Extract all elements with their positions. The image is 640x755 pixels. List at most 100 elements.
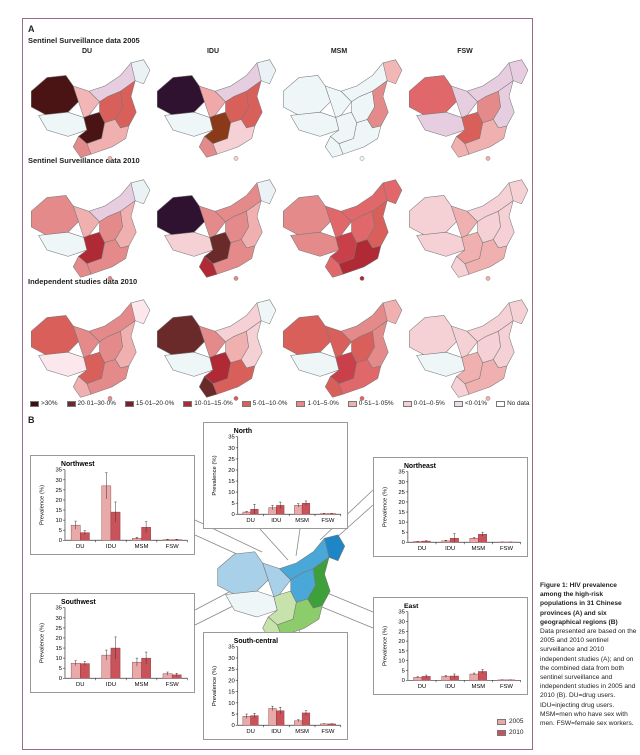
row-title-1: Sentinel Surveillance data 2005	[28, 36, 140, 45]
province-region	[164, 111, 214, 137]
legend-label: <0·01%	[464, 400, 488, 407]
col-head-fsw: FSW	[457, 48, 473, 55]
hainan-region	[233, 156, 239, 161]
y-tick-label: 35	[228, 435, 235, 441]
province-region	[164, 351, 214, 377]
y-tick-label: 20	[228, 678, 235, 684]
legend-item: 0·51–1·05%	[347, 400, 394, 407]
y-axis-label: Prevalence (%)	[39, 623, 45, 663]
legend-item: <0·01%	[453, 400, 488, 407]
province-region	[198, 255, 218, 278]
legend-swatch	[183, 400, 193, 407]
legend-item: 5·01–10·0%	[241, 400, 288, 407]
province-region	[382, 299, 403, 325]
hainan-region	[107, 396, 113, 401]
map-du-row2	[26, 172, 152, 284]
x-tick-label: DU	[418, 684, 426, 690]
figure-caption: Figure 1: HIV prevalence among the high-…	[540, 581, 640, 728]
map-idu-row1	[152, 52, 278, 164]
map-msm-row2	[278, 172, 404, 284]
legend-swatch	[497, 718, 506, 725]
legend-swatch	[241, 400, 251, 407]
province-region	[86, 359, 130, 395]
y-axis-label: Prevalence (%)	[382, 487, 388, 527]
province-region	[450, 255, 470, 278]
map-du-row3	[26, 292, 152, 404]
y-tick-label: 10	[398, 520, 405, 526]
chart-north: North Prevalence (%) 0 5 10 15 20 25 30 35 DU IDU MS…	[203, 422, 348, 529]
hainan-region	[359, 276, 365, 281]
x-tick-label: IDU	[445, 546, 455, 552]
legend-item: 10·01–15·0%	[183, 400, 233, 407]
legend-label: 10·01–15·0%	[194, 400, 233, 407]
legend-swatch	[30, 400, 39, 407]
legend-item: 0·01–0·5%	[402, 400, 445, 407]
y-tick-label: 20	[228, 468, 235, 474]
x-tick-label: FSW	[166, 544, 180, 550]
y-tick-label: 5	[231, 712, 235, 718]
y-tick-label: 15	[398, 649, 405, 655]
legend-item: 1·01–5·0%	[296, 400, 339, 407]
province-region	[256, 59, 277, 85]
chart-title: North	[234, 428, 252, 435]
province-region	[30, 75, 79, 116]
y-tick-label: 0	[59, 676, 63, 682]
y-tick-label: 0	[402, 540, 406, 546]
province-region	[130, 179, 151, 205]
y-axis-label: Prevalence (%)	[212, 666, 218, 706]
province-region	[38, 231, 88, 257]
x-tick-label: IDU	[106, 682, 116, 688]
x-tick-label: DU	[76, 544, 85, 550]
province-region	[382, 179, 403, 205]
chart-northeast: Northeast Prevalence (%) 0 5 10 15 20 25 30 35 DU I…	[373, 457, 528, 557]
x-tick-label: FSW	[500, 684, 513, 690]
hainan-region	[485, 396, 491, 401]
map-idu-row3	[152, 292, 278, 404]
map-fsw-row2	[404, 172, 530, 284]
x-tick-label: MSM	[135, 544, 149, 550]
y-axis-label: Prevalence (%)	[39, 485, 45, 525]
figure-frame	[22, 18, 533, 750]
province-region	[86, 119, 130, 155]
province-region	[508, 299, 529, 325]
legend-label: 5·01–10·0%	[252, 400, 288, 407]
legend-label: 1·01–5·0%	[307, 400, 339, 407]
panel-b-label: B	[28, 415, 35, 425]
province-region	[282, 75, 331, 116]
y-tick-label: 5	[59, 528, 63, 534]
province-region	[86, 239, 130, 275]
legend-item: 15·01–20·0%	[124, 400, 174, 407]
province-region	[416, 351, 466, 377]
province-region	[276, 598, 323, 637]
x-tick-label: MSM	[471, 684, 485, 690]
x-tick-label: MSM	[295, 729, 309, 735]
legend-label: No data	[507, 400, 530, 407]
province-region	[72, 135, 92, 158]
hainan-region	[233, 276, 239, 281]
province-region	[324, 135, 344, 158]
province-region	[290, 351, 340, 377]
row-title-2: Sentinel Surveillance data 2010	[28, 156, 140, 165]
province-region	[464, 359, 508, 395]
province-region	[338, 119, 382, 155]
map-du-row1	[26, 52, 152, 164]
y-tick-label: 15	[228, 690, 235, 696]
province-region	[324, 255, 344, 278]
y-tick-label: 25	[228, 667, 235, 673]
row-title-3: Independent studies data 2010	[28, 277, 138, 286]
regions-map	[212, 528, 347, 644]
col-head-idu: IDU	[206, 48, 220, 55]
y-tick-label: 35	[228, 645, 235, 651]
legend-label: 20·01–30·0%	[77, 400, 116, 407]
province-region	[324, 534, 346, 562]
hainan-region	[485, 276, 491, 281]
province-region	[130, 59, 151, 85]
legend-label: 0·01–0·5%	[413, 400, 445, 407]
province-region	[416, 111, 466, 137]
x-tick-label: MSM	[471, 546, 485, 552]
chart-east: East Prevalence (%) 0 5 10 15 20 25 30 35 DU IDU MSM…	[373, 597, 528, 695]
province-region	[256, 299, 277, 325]
legend-item: >30%	[30, 400, 58, 407]
province-region	[338, 239, 382, 275]
y-tick-label: 30	[398, 480, 405, 486]
